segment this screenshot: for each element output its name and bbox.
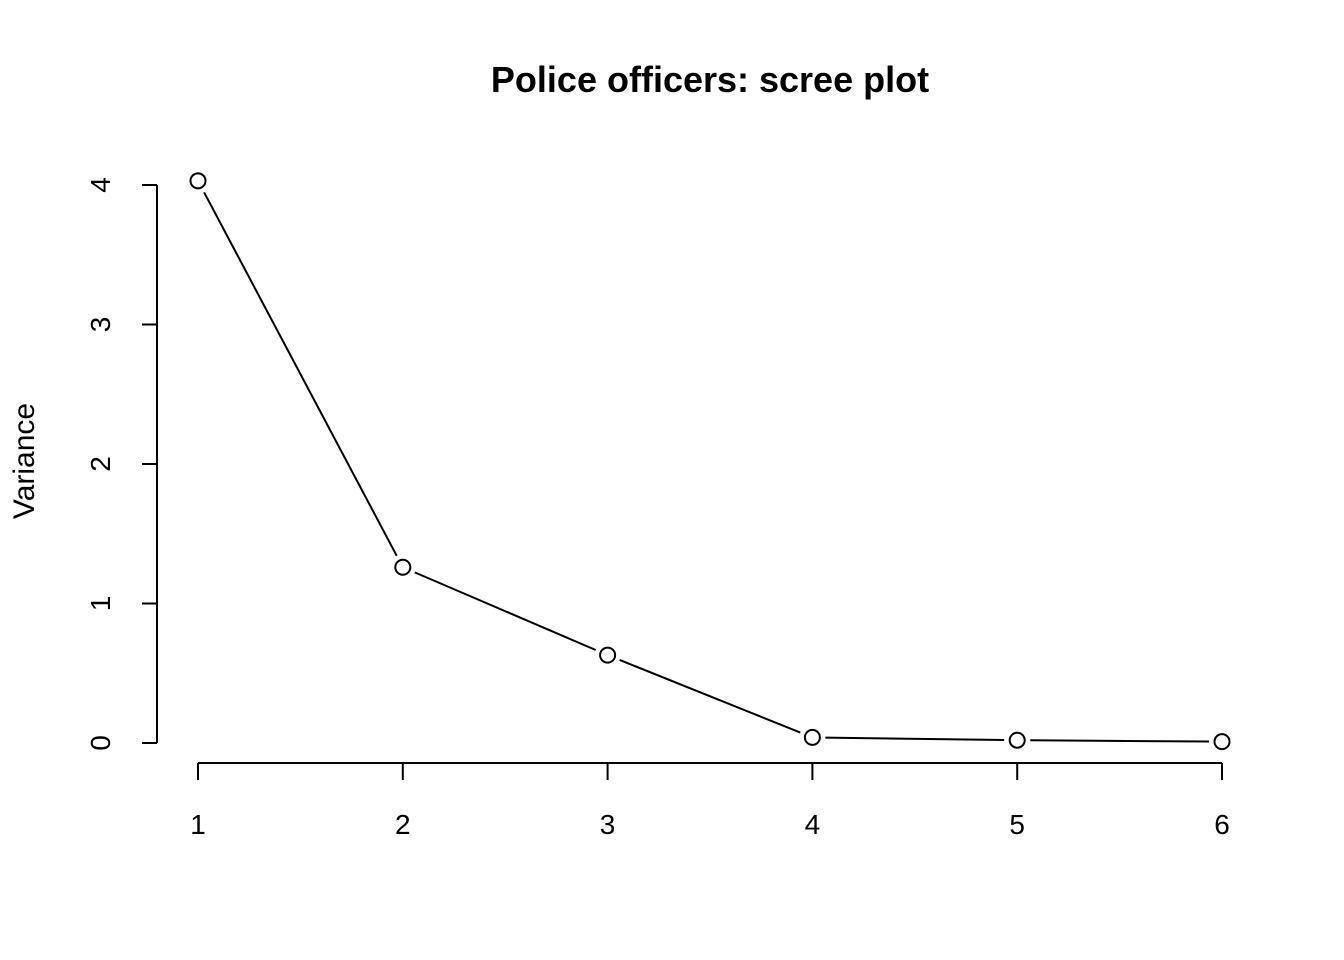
series-segment [619,659,801,734]
y-tick-label: 4 [85,177,116,193]
series-segment [1030,739,1210,743]
x-tick-label: 4 [805,809,821,840]
y-tick-label: 1 [85,596,116,612]
series-segment [825,736,1005,742]
data-point [394,558,412,576]
x-tick-label: 3 [600,809,616,840]
data-point [189,172,207,190]
data-point [599,646,617,664]
data-point [803,728,821,746]
series-variance [189,172,1231,751]
data-point [1213,733,1231,751]
series-segment [414,571,597,651]
y-axis: 0 1 2 3 4 [85,177,158,751]
x-tick-label: 6 [1214,809,1230,840]
data-point [1008,731,1026,749]
y-tick-label: 0 [85,735,116,751]
x-tick-label: 5 [1009,809,1025,840]
series-segment [203,191,398,557]
y-axis-label: Variance [8,403,41,519]
x-tick-label: 1 [190,809,206,840]
x-tick-label: 2 [395,809,411,840]
x-axis: 1 2 3 4 5 6 [190,762,1230,840]
y-tick-label: 2 [85,456,116,472]
y-tick-label: 3 [85,317,116,333]
chart-title: Police officers: scree plot [491,59,929,100]
